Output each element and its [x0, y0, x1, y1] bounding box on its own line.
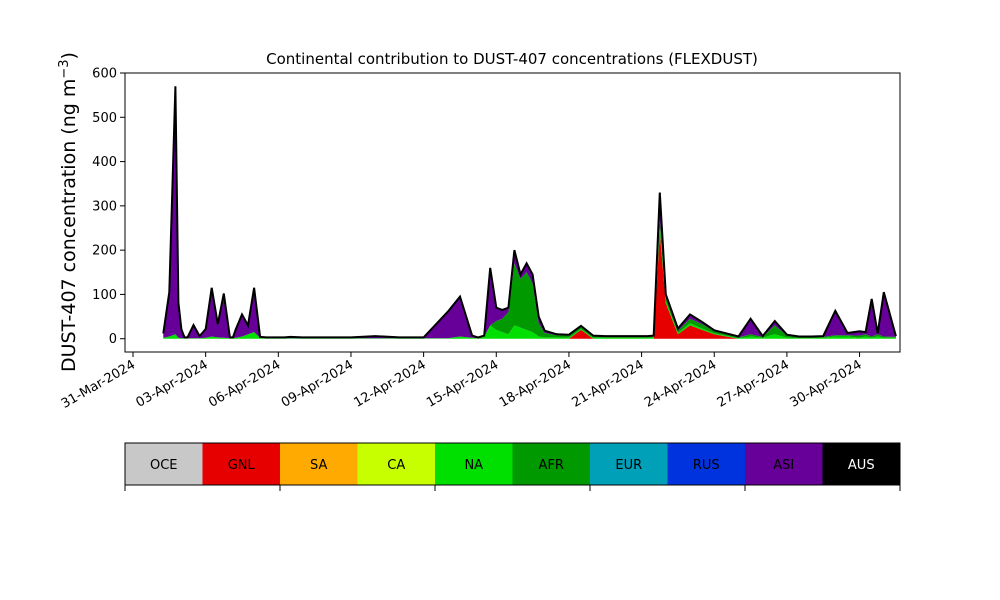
y-axis-label-close: ) — [58, 52, 80, 59]
x-tick-label: 18-Apr-2024 — [497, 357, 574, 410]
y-tick-label: 100 — [92, 288, 117, 303]
x-tick-label: 24-Apr-2024 — [642, 357, 719, 410]
x-tick-label: 03-Apr-2024 — [134, 357, 211, 410]
x-tick-label: 12-Apr-2024 — [352, 357, 429, 410]
y-tick-label: 500 — [92, 111, 117, 126]
x-tick-label: 09-Apr-2024 — [279, 357, 356, 410]
x-tick-label: 06-Apr-2024 — [206, 357, 283, 410]
y-axis-label-main: DUST-407 concentration (ng m — [58, 79, 80, 372]
chart-title: Continental contribution to DUST-407 con… — [266, 50, 758, 68]
legend-label-afr: AFR — [539, 458, 564, 473]
plot-frame — [124, 72, 901, 353]
legend-swatch-na — [435, 443, 513, 485]
y-tick-label: 300 — [92, 199, 117, 214]
legend-swatch-eur — [590, 443, 668, 485]
y-axis-label: DUST-407 concentration (ng m−3) — [57, 52, 80, 372]
legend-swatch-afr — [512, 443, 590, 485]
legend-swatch-aus — [822, 443, 900, 485]
legend-swatch-sa — [280, 443, 358, 485]
total-outline — [162, 86, 897, 339]
legend-swatch-asi — [745, 443, 823, 485]
legend-label-sa: SA — [310, 458, 327, 473]
y-tick-label: 0 — [109, 332, 117, 347]
legend-label-na: NA — [464, 458, 483, 473]
x-tick-label: 27-Apr-2024 — [715, 357, 792, 410]
legend-swatch-oce — [125, 443, 203, 485]
legend-label-aus: AUS — [848, 458, 875, 473]
series-area-afr — [163, 219, 896, 339]
x-tick-label: 21-Apr-2024 — [569, 357, 646, 410]
legend-label-asi: ASI — [773, 458, 794, 473]
legend-swatch-rus — [667, 443, 745, 485]
x-tick-label: 15-Apr-2024 — [424, 357, 501, 410]
y-tick-label: 200 — [92, 244, 117, 259]
legend-label-eur: EUR — [615, 458, 642, 473]
legend-label-oce: OCE — [150, 458, 178, 473]
legend-swatch-gnl — [202, 443, 280, 485]
y-tick-label: 600 — [92, 67, 117, 82]
x-tick-label: 30-Apr-2024 — [787, 357, 864, 410]
legend-label-gnl: GNL — [228, 458, 256, 473]
legend-label-rus: RUS — [693, 458, 720, 473]
legend-frame — [124, 442, 901, 486]
legend-label-ca: CA — [387, 458, 405, 473]
y-axis-label-exponent: −3 — [57, 59, 72, 78]
legend-swatch-ca — [357, 443, 435, 485]
y-tick-label: 400 — [92, 155, 117, 170]
